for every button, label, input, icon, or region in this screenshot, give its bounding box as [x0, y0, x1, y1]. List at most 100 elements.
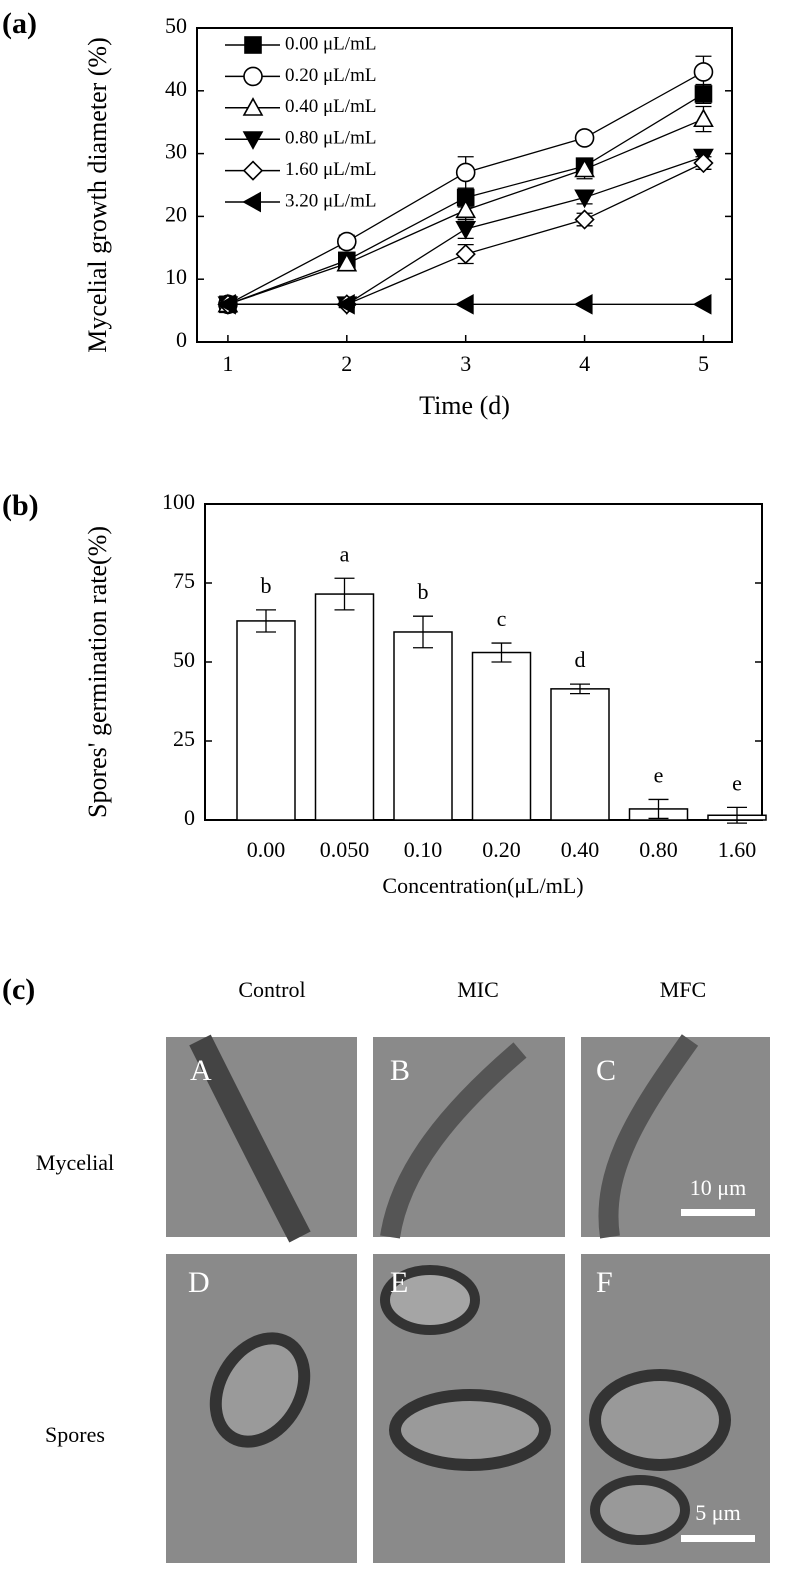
marker	[693, 152, 714, 174]
x-tick-label: 2	[341, 351, 352, 376]
column-label: MFC	[660, 977, 706, 1002]
image-letter: C	[596, 1054, 616, 1087]
y-tick-label: 100	[162, 489, 195, 514]
error-bar	[413, 615, 433, 649]
y-tick-label: 50	[165, 13, 187, 38]
panel-label: (c)	[2, 973, 35, 1006]
y-tick-label: 10	[165, 264, 187, 289]
y-axis-label: Mycelial growth diameter (%)	[83, 37, 112, 353]
x-tick-label: 0.20	[482, 837, 521, 862]
error-bar	[491, 642, 512, 663]
y-tick-label: 0	[184, 805, 195, 830]
image-letter: D	[188, 1266, 210, 1299]
scale-bar	[681, 1535, 755, 1542]
marker	[574, 209, 595, 230]
marker	[336, 252, 358, 272]
significance-letter: d	[575, 647, 586, 672]
marker	[455, 243, 476, 265]
y-tick-label: 30	[165, 139, 187, 164]
marker	[455, 220, 477, 240]
marker	[693, 62, 714, 82]
x-tick-label: 1.60	[718, 837, 757, 862]
spore	[589, 1369, 731, 1471]
error-bar	[570, 683, 590, 695]
error-bar	[334, 577, 355, 611]
scale-bar	[681, 1209, 755, 1216]
x-axis-label: Concentration(μL/mL)	[382, 873, 583, 898]
x-tick-label: 0.00	[247, 837, 286, 862]
marker	[336, 293, 355, 315]
hypha	[598, 1034, 699, 1239]
error-bar	[648, 798, 669, 820]
marker	[455, 293, 474, 315]
marker	[217, 293, 236, 315]
column-label: MIC	[457, 977, 499, 1002]
x-axis-label: Time (d)	[419, 391, 510, 420]
image-letter: F	[596, 1266, 613, 1299]
bar	[550, 688, 610, 821]
legend-label: 0.40 μL/mL	[285, 96, 376, 117]
image-letter: A	[190, 1054, 212, 1087]
image-letter: E	[390, 1266, 408, 1299]
scale-label: 10 μm	[690, 1175, 746, 1200]
legend-marker	[244, 36, 262, 54]
bar	[314, 593, 375, 821]
image-letter: B	[390, 1054, 410, 1087]
hypha	[380, 1042, 527, 1239]
row-label: Mycelial	[36, 1150, 114, 1175]
error-bar	[256, 609, 276, 633]
y-tick-label: 0	[176, 327, 187, 352]
column-label: Control	[238, 977, 305, 1002]
hypha	[189, 1034, 311, 1243]
x-tick-label: 5	[698, 351, 709, 376]
y-tick-label: 75	[173, 568, 195, 593]
bar	[471, 651, 532, 821]
error-bar	[727, 806, 747, 824]
significance-letter: b	[261, 573, 272, 598]
x-tick-label: 0.80	[639, 837, 678, 862]
legend-marker	[243, 66, 263, 87]
marker	[455, 162, 476, 183]
spore	[389, 1389, 551, 1471]
significance-letter: e	[732, 770, 742, 795]
significance-letter: e	[654, 763, 664, 788]
y-tick-label: 25	[173, 726, 195, 751]
marker	[573, 293, 593, 315]
legend-marker	[242, 131, 264, 150]
bar	[236, 620, 296, 821]
legend-marker	[242, 191, 262, 213]
micrographs	[166, 1034, 770, 1563]
x-tick-label: 0.050	[320, 837, 370, 862]
spore	[590, 1475, 690, 1545]
marker	[574, 128, 595, 148]
x-tick-label: 1	[222, 351, 233, 376]
legend-label: 0.20 μL/mL	[285, 65, 376, 86]
marker	[336, 231, 357, 252]
marker	[574, 189, 595, 209]
row-label: Spores	[45, 1422, 105, 1447]
significance-letter: b	[418, 579, 429, 604]
y-tick-label: 50	[173, 647, 195, 672]
x-tick-label: 0.10	[404, 837, 443, 862]
legend-label: 1.60 μL/mL	[285, 159, 376, 180]
x-tick-label: 0.40	[561, 837, 600, 862]
y-tick-label: 20	[165, 201, 187, 226]
bar	[393, 631, 453, 821]
legend-label: 0.80 μL/mL	[285, 128, 376, 149]
legend-label: 0.00 μL/mL	[285, 33, 376, 54]
panel-label: (b)	[2, 489, 39, 522]
y-tick-label: 40	[165, 76, 187, 101]
marker	[574, 158, 595, 178]
marker	[692, 293, 712, 315]
scale-label: 5 μm	[695, 1500, 740, 1525]
x-tick-label: 4	[579, 351, 590, 376]
significance-letter: a	[340, 541, 350, 566]
x-tick-label: 3	[460, 351, 471, 376]
y-axis-label: Spores' germination rate(%)	[83, 526, 112, 818]
significance-letter: c	[497, 606, 507, 631]
marker	[693, 108, 714, 128]
marker	[694, 85, 713, 103]
legend-label: 3.20 μL/mL	[285, 190, 376, 211]
spore	[209, 1332, 311, 1448]
